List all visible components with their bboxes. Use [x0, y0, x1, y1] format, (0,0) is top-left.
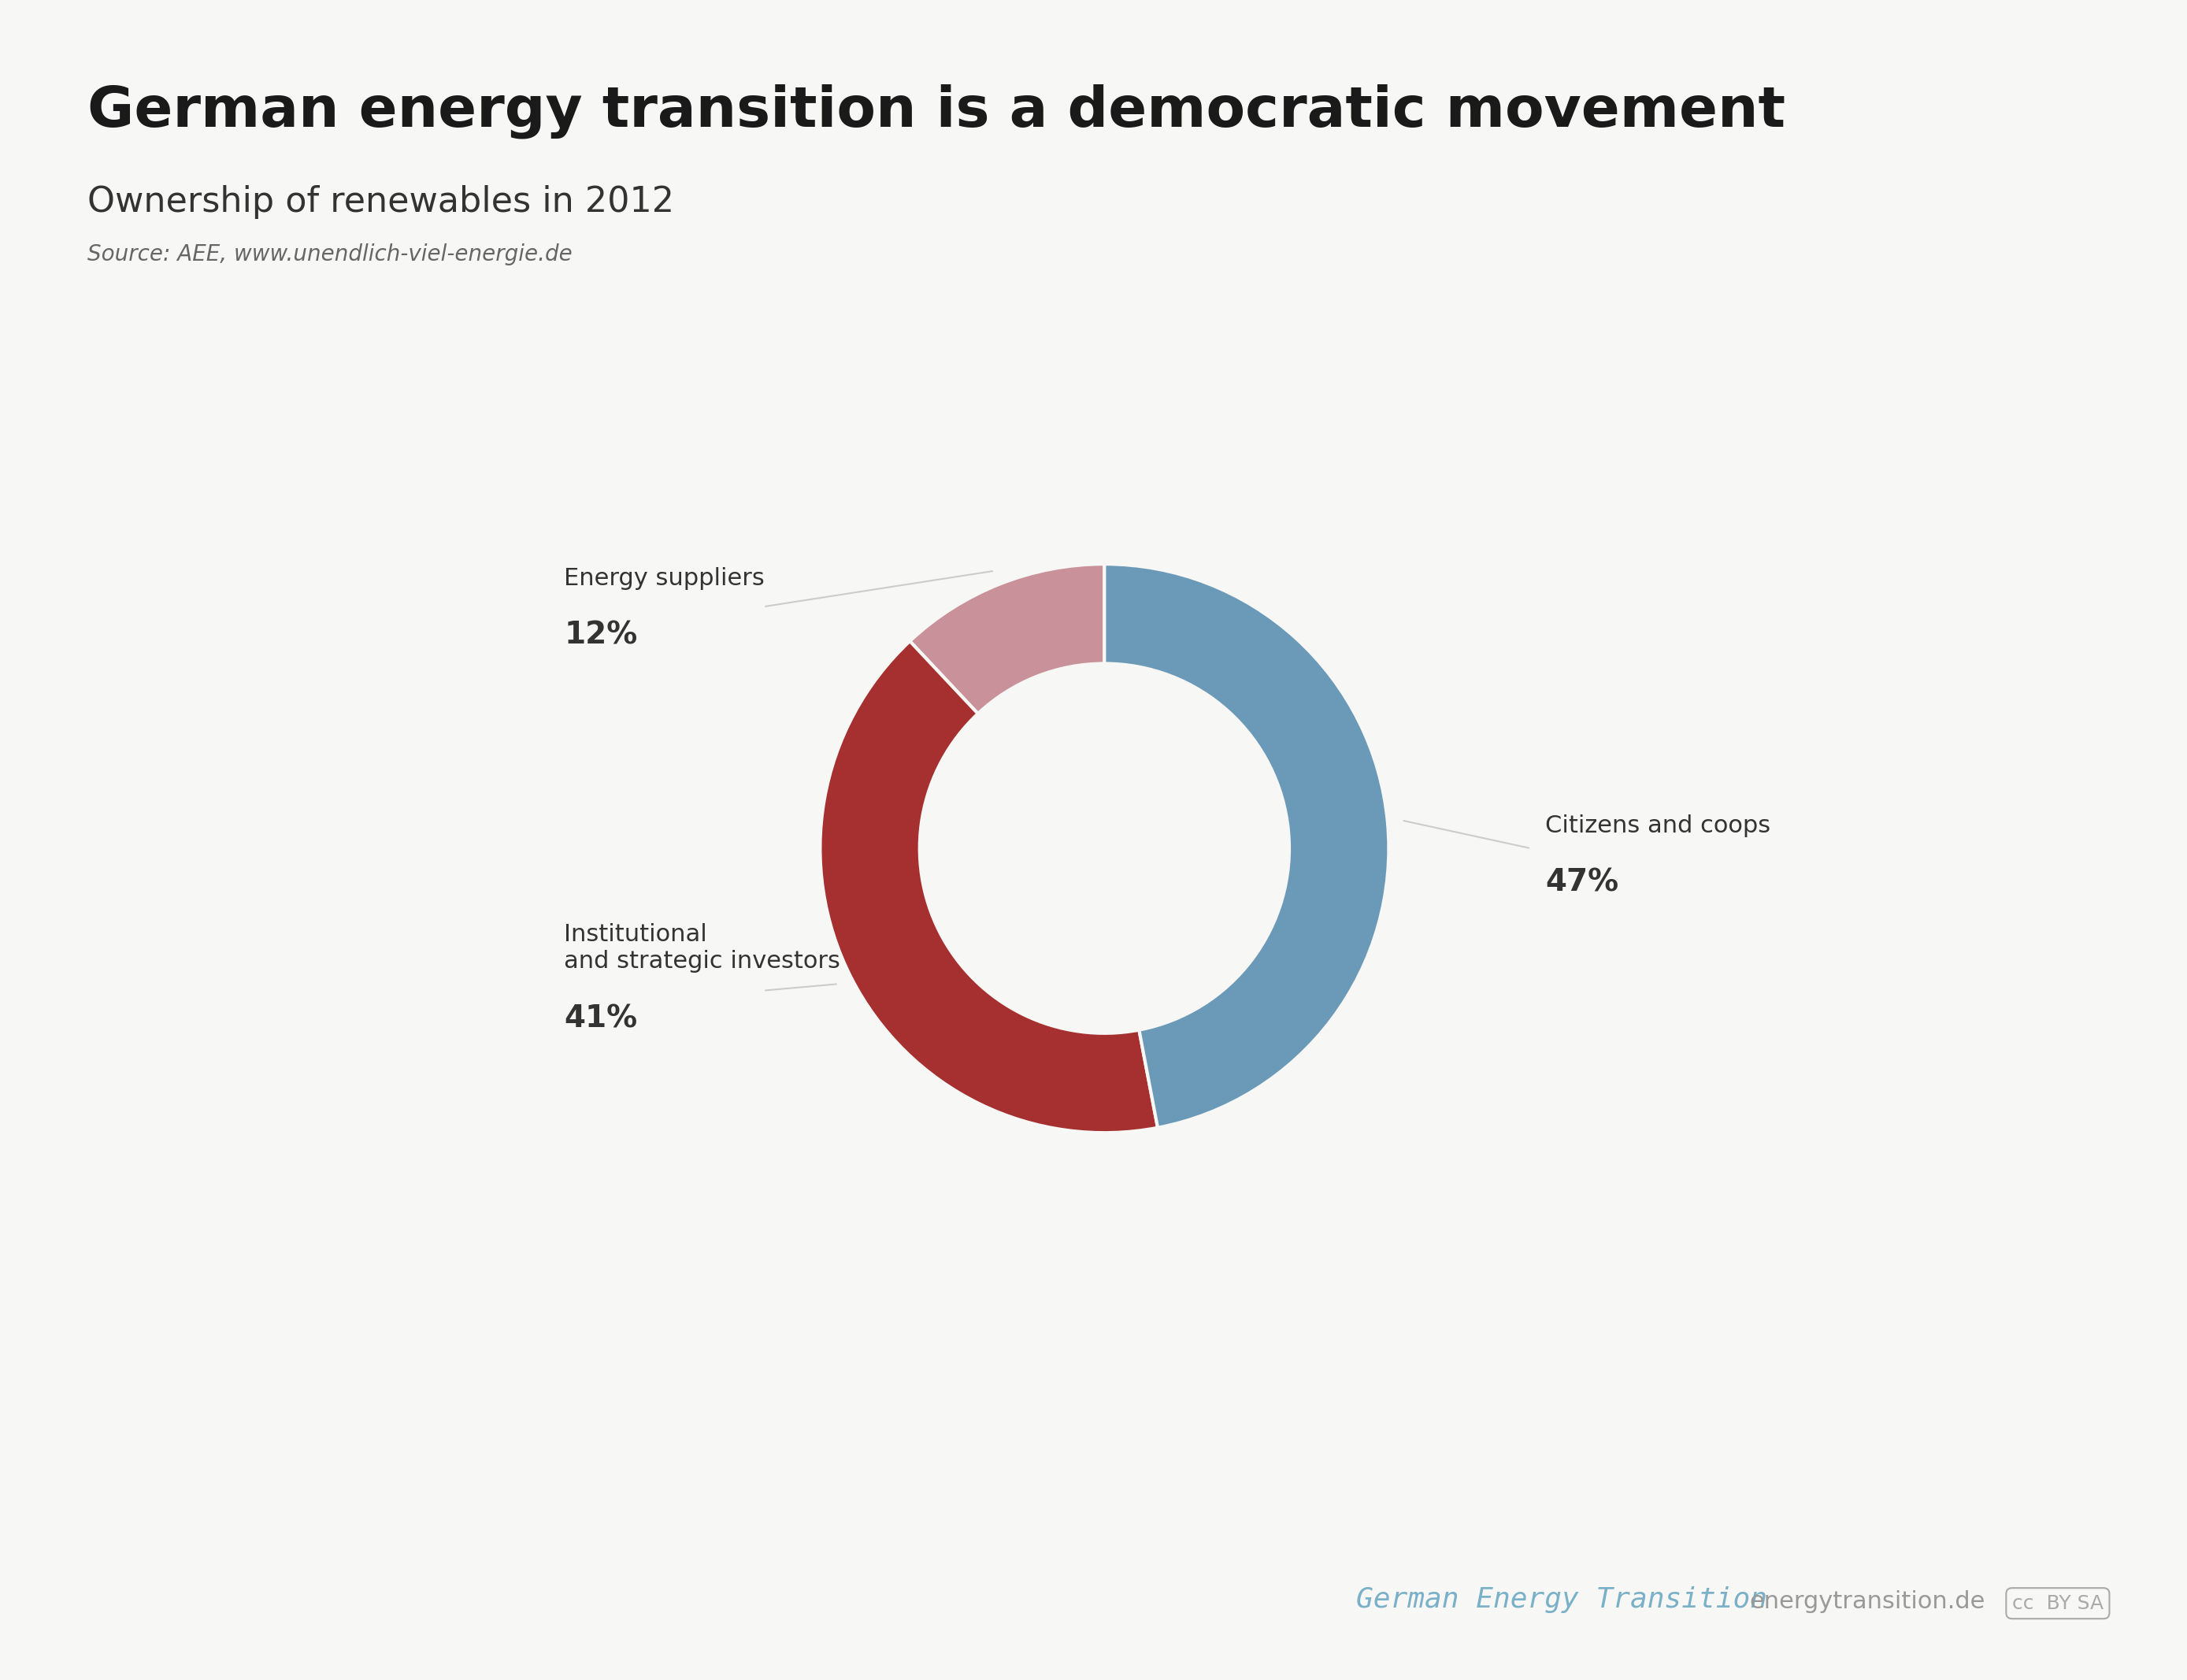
Text: Institutional
and strategic investors: Institutional and strategic investors — [564, 924, 840, 973]
Text: installed: installed — [1054, 837, 1155, 860]
Wedge shape — [1104, 564, 1389, 1127]
Text: Citizens and coops: Citizens and coops — [1546, 815, 1771, 837]
Text: Ownership of renewables in 2012: Ownership of renewables in 2012 — [87, 185, 674, 218]
Text: German Energy Transition: German Energy Transition — [1356, 1586, 1767, 1613]
Wedge shape — [820, 642, 1157, 1132]
Circle shape — [921, 664, 1290, 1033]
Text: 41%: 41% — [564, 1005, 639, 1033]
Text: 73 GW: 73 GW — [1037, 922, 1172, 958]
Text: energytransition.de: energytransition.de — [1750, 1589, 1986, 1613]
Text: Energy suppliers: Energy suppliers — [564, 566, 765, 590]
Wedge shape — [910, 564, 1104, 714]
Text: 12%: 12% — [564, 620, 639, 650]
Text: Source: AEE, www.unendlich-viel-energie.de: Source: AEE, www.unendlich-viel-energie.… — [87, 244, 573, 265]
Text: capacity 2012: capacity 2012 — [1019, 872, 1190, 894]
Text: 47%: 47% — [1546, 867, 1618, 897]
Text: Total: Total — [1076, 803, 1133, 825]
Text: German energy transition is a democratic movement: German energy transition is a democratic… — [87, 84, 1785, 139]
Text: cc  BY SA: cc BY SA — [2012, 1594, 2104, 1613]
